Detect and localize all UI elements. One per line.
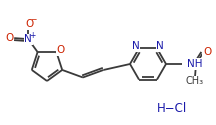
Text: O: O [25, 19, 33, 29]
Text: O: O [203, 47, 211, 57]
Text: O: O [56, 45, 65, 55]
Text: −: − [30, 16, 36, 25]
Text: +: + [29, 31, 35, 40]
Text: NH: NH [187, 59, 203, 69]
Text: O: O [5, 33, 13, 43]
Text: N: N [132, 41, 140, 51]
Text: H−Cl: H−Cl [157, 102, 187, 114]
Text: N: N [156, 41, 164, 51]
Text: N: N [24, 34, 32, 44]
Text: CH₃: CH₃ [186, 76, 204, 86]
